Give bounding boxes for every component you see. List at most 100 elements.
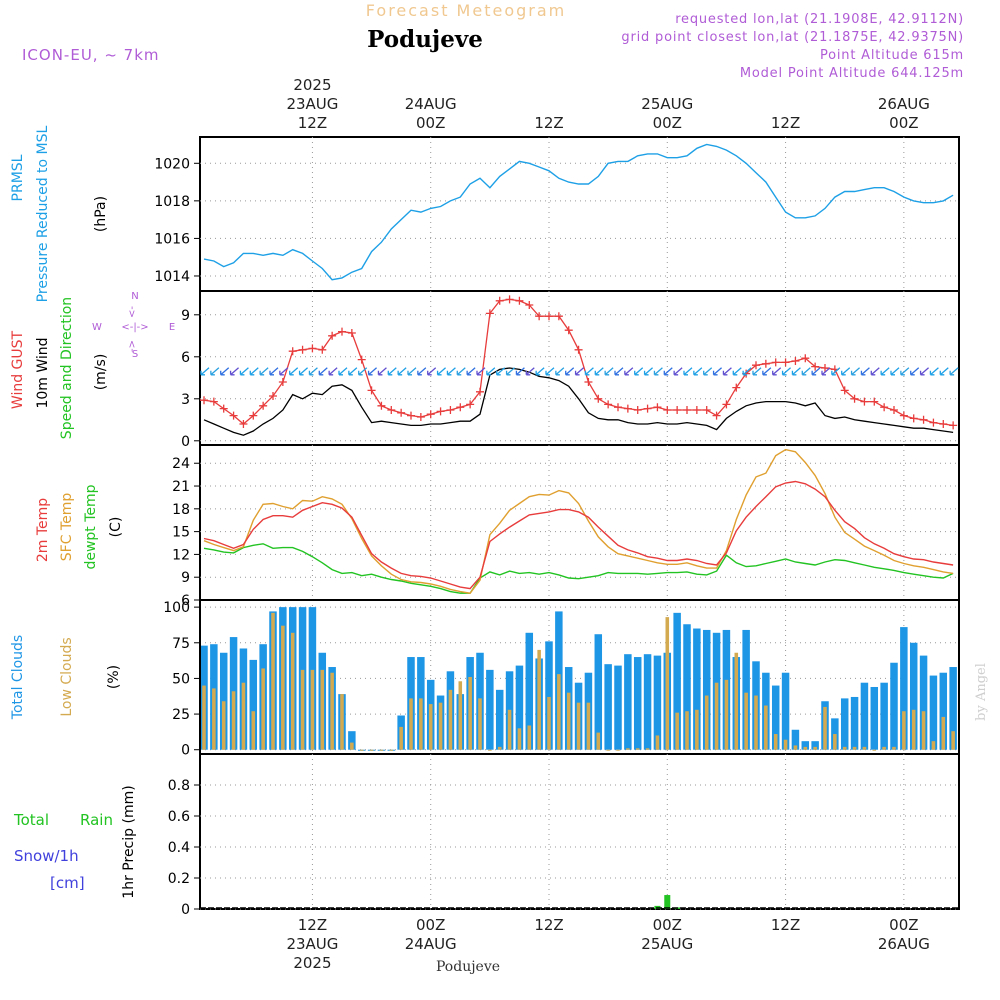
wind-direction-arrow [308, 367, 318, 376]
wind-direction-arrow [545, 367, 555, 376]
low-clouds-bar [379, 749, 384, 751]
total-clouds-bar [742, 629, 750, 750]
low-clouds-bar [310, 669, 315, 750]
wind-direction-arrow [831, 367, 841, 376]
low-clouds-bar [596, 732, 601, 750]
low-clouds-bar [635, 748, 640, 750]
low-clouds-bar [281, 625, 285, 750]
low-clouds-bar [369, 749, 374, 751]
low-clouds-bar [665, 617, 670, 750]
total-clouds-bar [880, 682, 888, 750]
wind-direction-arrow [358, 367, 368, 376]
wind-unit: (m/s) [93, 354, 109, 391]
low-clouds-bar [842, 746, 847, 750]
gust-marker [554, 312, 563, 321]
total-clouds-bar [693, 628, 701, 750]
gust-marker [308, 344, 317, 353]
low-clouds-bar [754, 695, 758, 750]
low-clouds-bar [202, 685, 206, 750]
compass-ew-arrow: <-|-> [121, 322, 148, 333]
gust-marker [357, 355, 366, 364]
wind-direction-arrow [505, 367, 515, 376]
gust-marker [702, 406, 711, 414]
low-clouds-bar [399, 726, 403, 750]
gust-marker [505, 295, 514, 304]
wind-direction-arrow [594, 367, 604, 376]
gust-marker [515, 296, 524, 305]
y-tick-label: 15 [172, 525, 190, 541]
gust-marker [259, 401, 268, 410]
low-clouds-bar [576, 702, 581, 750]
low-clouds-bar [911, 709, 916, 750]
y-tick-label: 9 [181, 308, 190, 324]
gust-marker [653, 403, 662, 412]
compass-s-arrow: -> [127, 340, 138, 352]
time-axis-label: 12Z [771, 114, 800, 132]
wind-direction-arrow [939, 367, 949, 376]
wind-direction-arrow [456, 367, 466, 376]
wind-direction-arrow [279, 367, 289, 376]
wind-direction-arrow [269, 367, 279, 376]
y-tick-label: 18 [172, 502, 190, 518]
gust-marker [564, 326, 573, 335]
precip-panel: 0 0.2 0.4 0.6 0.8 Total Rain Snow/1h [cm] 1h… [13, 753, 960, 918]
y-tick-label: 21 [172, 479, 190, 495]
compass-n: N [131, 291, 138, 302]
low-clouds-bar [290, 632, 295, 750]
point-altitude: Point Altitude 615m [820, 48, 964, 63]
gust-marker [781, 358, 790, 367]
gust-marker [574, 345, 583, 354]
y-tick-label: 1016 [154, 231, 190, 247]
low-clouds-bar [251, 711, 256, 750]
gust-marker [614, 403, 622, 412]
wind-direction-arrow [811, 367, 821, 376]
wind-direction-arrow [417, 367, 427, 376]
total-clouds-bar [771, 685, 780, 750]
gust-marker [821, 364, 829, 372]
gust-marker [407, 411, 415, 420]
y-tick-label: 0.6 [168, 809, 190, 825]
wind-direction-arrow [919, 367, 929, 376]
wind-direction-arrow [555, 367, 565, 376]
low-clouds-bar [813, 746, 817, 750]
low-clouds-bar [655, 735, 660, 750]
y-tick-label: 0.8 [168, 778, 190, 794]
precip-total-label: Total [13, 811, 49, 829]
low-clouds-bar [350, 742, 354, 750]
gust-marker [880, 403, 889, 412]
total-clouds-bar [653, 655, 662, 750]
gust-marker [239, 420, 248, 428]
y-tick-label: 50 [172, 671, 190, 687]
total-clouds-bar [840, 698, 849, 750]
gust-marker [397, 408, 406, 417]
gust-marker [219, 404, 228, 413]
wind-direction-arrow [259, 367, 269, 376]
wind-direction-arrow [791, 367, 801, 376]
total-clouds-bar [683, 624, 691, 750]
low-clouds-bar [606, 749, 610, 751]
low-clouds-bar [793, 745, 798, 750]
compass-rose: N S W E <-|-> <- -> [92, 291, 175, 360]
temperature-grid [200, 445, 959, 601]
total-clouds-bar [614, 665, 622, 750]
wind-direction-arrow [565, 367, 575, 376]
low-clouds-bar [685, 711, 689, 750]
wind-direction-arrow [486, 367, 496, 376]
gust-marker [476, 387, 484, 396]
total-clouds-bar [919, 655, 928, 750]
pressure-y-ticks: 1014 1016 1018 1020 [154, 156, 200, 285]
time-axis-label: 25AUG [641, 95, 693, 113]
gust-marker [200, 396, 208, 405]
y-tick-label: 9 [181, 570, 190, 586]
y-tick-label: 6 [181, 593, 190, 609]
wind-direction-arrow [643, 367, 653, 376]
gust-marker [722, 400, 731, 409]
low-clouds-bar [300, 669, 305, 750]
temp-dewpt-label: dewpt Temp [83, 484, 99, 569]
wind-direction-arrow [515, 367, 525, 376]
pressure-panel: 1014 1016 1018 1020 PRMSL Pressure Reduced … [10, 125, 960, 302]
time-axis-label: 25AUG [641, 935, 693, 953]
time-axis-label: 00Z [416, 916, 445, 934]
total-clouds-bar [811, 741, 819, 750]
compass-e: E [169, 322, 175, 333]
